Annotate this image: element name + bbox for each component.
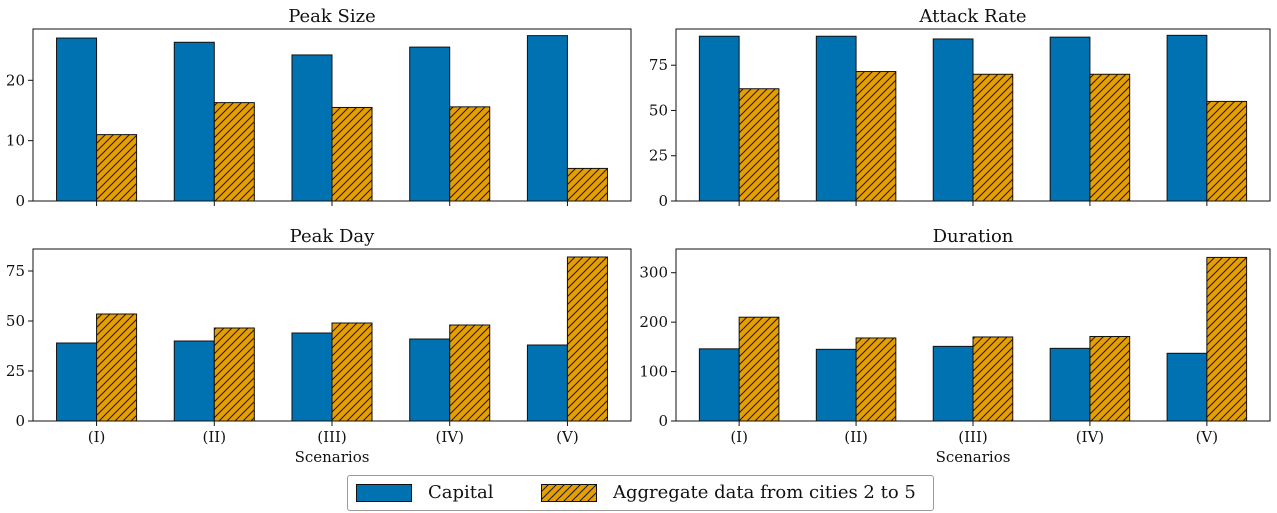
bar-capital	[932, 345, 974, 422]
legend-label-aggregate: Aggregate data from cities 2 to 5	[613, 482, 916, 503]
chart-panel-4: Duration (I) (II) (III) (IV) (V) 0 100 200 300 Sce…	[639, 226, 1271, 466]
plot-frame	[675, 28, 1271, 202]
x-tick-label: (III)	[317, 428, 346, 446]
x-tick-label: (II)	[203, 428, 227, 446]
bar-aggregate	[972, 336, 1014, 422]
y-tick-label: 0	[658, 192, 668, 210]
bar-aggregate	[449, 324, 491, 422]
chart-title: Peak Day	[290, 226, 375, 247]
bar-capital	[1049, 36, 1091, 202]
legend-swatch-capital	[356, 484, 412, 502]
y-tick-label: 300	[639, 264, 668, 282]
bar-aggregate	[738, 316, 780, 422]
bar-aggregate	[213, 102, 255, 202]
bar-capital	[526, 35, 568, 202]
bar-capital	[291, 54, 333, 202]
x-axis-label: Scenarios	[295, 448, 370, 466]
chart-title: Duration	[933, 226, 1014, 247]
bar-aggregate	[1206, 256, 1248, 422]
x-axis-label: Scenarios	[936, 448, 1011, 466]
y-tick-label: 50	[649, 101, 668, 119]
bar-capital	[932, 38, 974, 202]
bar-capital	[815, 348, 857, 422]
bar-aggregate	[449, 106, 491, 202]
y-tick-label: 25	[6, 362, 25, 380]
plot-frame	[32, 248, 632, 422]
x-tick-label: (IV)	[1076, 428, 1104, 446]
legend: Capital Aggregate data from cities 2 to …	[347, 475, 934, 511]
y-tick-label: 10	[6, 132, 25, 150]
bar-aggregate	[331, 322, 373, 422]
legend-swatch-aggregate	[541, 484, 597, 502]
y-tick-label: 0	[658, 412, 668, 430]
y-tick-label: 75	[6, 262, 25, 280]
bar-aggregate	[96, 134, 138, 202]
x-tick-label: (IV)	[435, 428, 463, 446]
bar-aggregate	[566, 256, 608, 422]
x-tick-label: (V)	[556, 428, 579, 446]
bar-capital	[173, 340, 215, 422]
y-tick-label: 50	[6, 312, 25, 330]
bar-aggregate	[1206, 100, 1248, 202]
bar-aggregate	[96, 313, 138, 422]
x-tick-label: (I)	[730, 428, 748, 446]
bar-capital	[1166, 352, 1208, 422]
y-tick-label: 20	[6, 71, 25, 89]
chart-title: Attack Rate	[918, 6, 1026, 27]
bar-aggregate	[566, 167, 608, 202]
bar-capital	[173, 41, 215, 202]
bar-capital	[1166, 34, 1208, 202]
bar-aggregate	[213, 327, 255, 422]
chart-panel-1: Peak Size 0 10 20	[6, 6, 632, 210]
y-tick-label: 100	[639, 363, 668, 381]
y-tick-label: 75	[649, 56, 668, 74]
y-tick-label: 25	[649, 147, 668, 165]
bar-aggregate	[855, 337, 897, 422]
chart-title: Peak Size	[288, 6, 376, 27]
bar-capital	[698, 348, 740, 422]
legend-label-capital: Capital	[428, 482, 494, 503]
bar-capital	[56, 342, 98, 422]
bar-aggregate	[1089, 335, 1131, 422]
bar-aggregate	[738, 88, 780, 202]
bar-capital	[409, 338, 451, 422]
bar-aggregate	[331, 106, 373, 202]
bar-capital	[698, 35, 740, 202]
bar-aggregate	[972, 73, 1014, 202]
x-tick-label: (III)	[958, 428, 987, 446]
y-tick-label: 0	[15, 192, 25, 210]
plot-frame	[675, 248, 1271, 422]
x-tick-label: (II)	[844, 428, 868, 446]
bar-capital	[1049, 347, 1091, 422]
bar-aggregate	[855, 71, 897, 202]
bar-capital	[526, 344, 568, 422]
bar-capital	[291, 332, 333, 422]
x-tick-label: (V)	[1196, 428, 1219, 446]
bar-capital	[815, 35, 857, 202]
chart-panel-3: Peak Day (I) (II) (III) (IV) (V) 0 25 50 75 Scenar…	[6, 226, 632, 466]
plot-frame	[32, 28, 632, 202]
x-tick-label: (I)	[88, 428, 106, 446]
bar-capital	[409, 46, 451, 202]
bar-aggregate	[1089, 73, 1131, 202]
y-tick-label: 0	[15, 412, 25, 430]
y-tick-label: 200	[639, 313, 668, 331]
bar-capital	[56, 37, 98, 202]
chart-panel-2: Attack Rate 0 25 50 75	[649, 6, 1271, 210]
